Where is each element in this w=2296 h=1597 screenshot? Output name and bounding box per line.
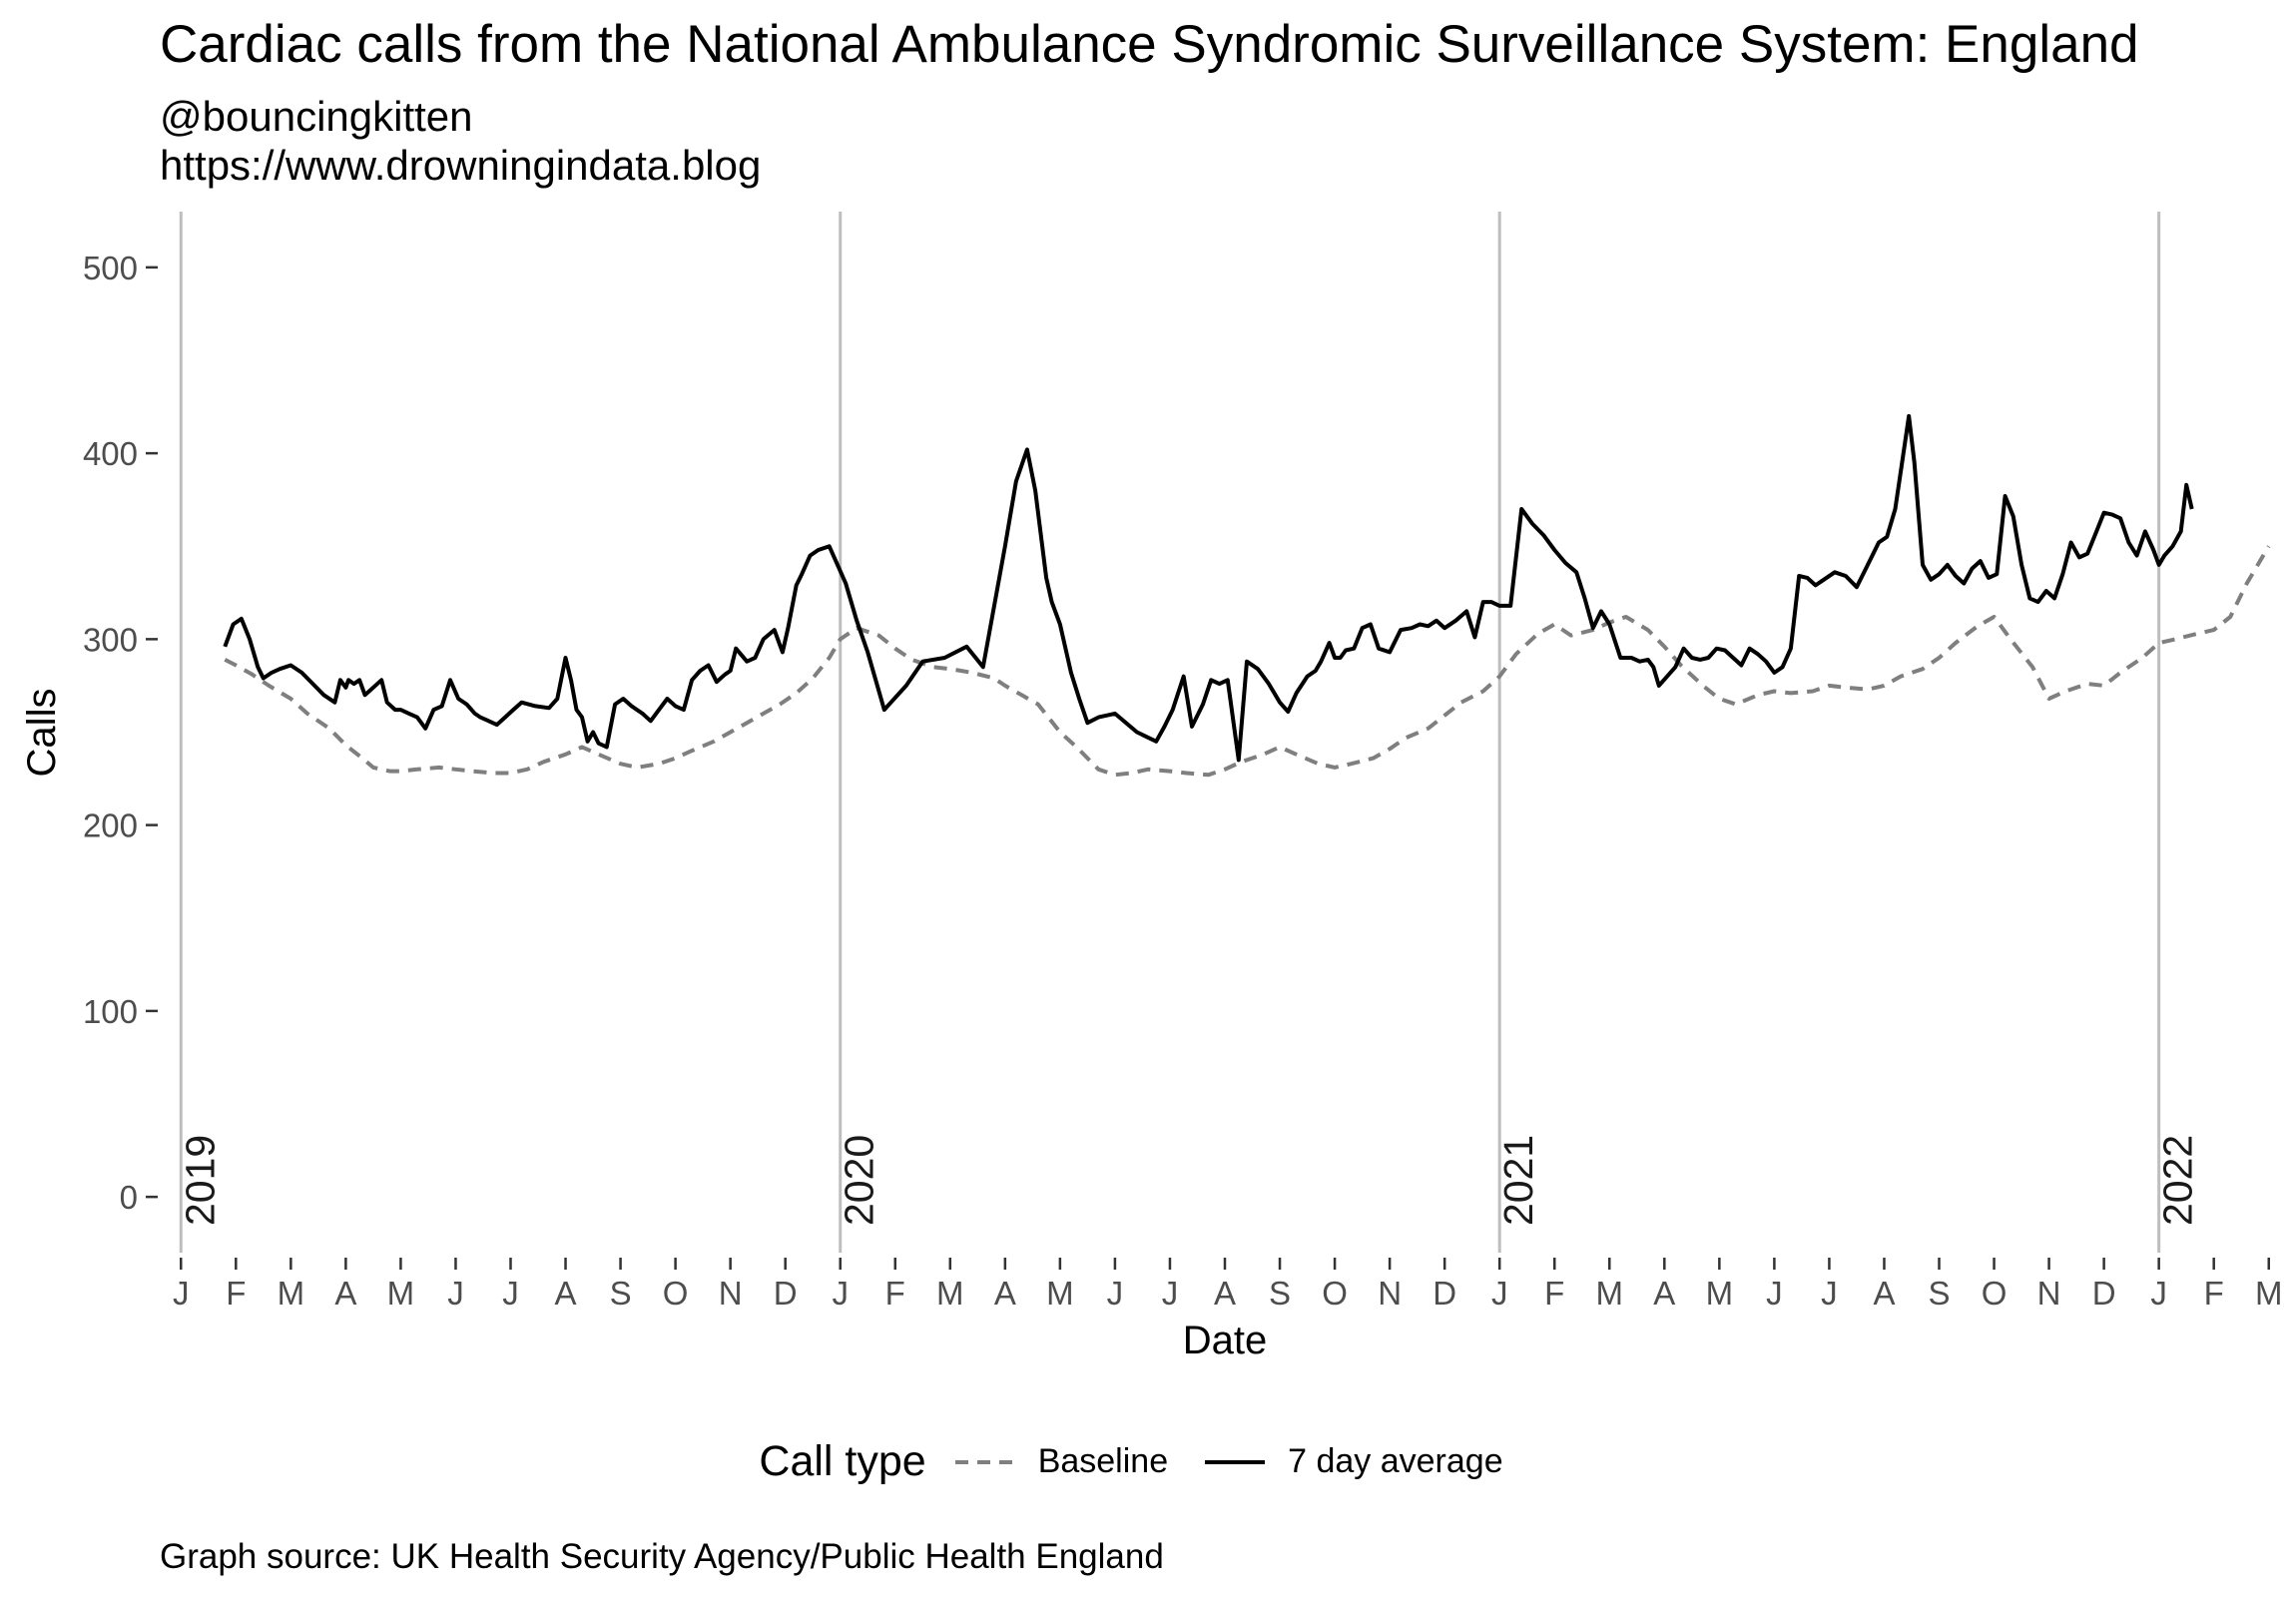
y-tick-label-0: 0	[120, 1179, 138, 1216]
caption: Graph source: UK Health Security Agency/…	[160, 1537, 1164, 1576]
y-tick-label-400: 400	[83, 435, 138, 472]
x-tick-label-20: S	[1269, 1275, 1291, 1312]
x-tick-label-9: O	[663, 1275, 689, 1312]
x-tick-label-2: M	[278, 1275, 305, 1312]
year-label-2020: 2020	[837, 1135, 882, 1226]
x-tick-label-3: A	[334, 1275, 356, 1312]
x-tick-label-15: A	[994, 1275, 1016, 1312]
x-tick-label-31: A	[1873, 1275, 1895, 1312]
x-tick-label-14: M	[936, 1275, 964, 1312]
x-tick-label-30: J	[1821, 1275, 1838, 1312]
year-label-2022: 2022	[2155, 1135, 2201, 1226]
legend-title: Call type	[759, 1437, 926, 1485]
x-tick-label-6: J	[502, 1275, 519, 1312]
year-label-2021: 2021	[1495, 1135, 1541, 1226]
legend: Call type Baseline 7 day average	[0, 1437, 2296, 1486]
chart-subtitle: @bouncingkitten https://www.drowninginda…	[160, 92, 761, 190]
x-tick-label-33: O	[1982, 1275, 2008, 1312]
x-tick-label-22: N	[1378, 1275, 1402, 1312]
year-label-2019: 2019	[177, 1135, 223, 1226]
x-tick-label-29: J	[1766, 1275, 1783, 1312]
x-tick-label-7: A	[555, 1275, 577, 1312]
subtitle-handle: @bouncingkitten	[160, 93, 473, 140]
x-tick-label-13: F	[885, 1275, 905, 1312]
x-tick-label-38: M	[2255, 1275, 2283, 1312]
legend-item-baseline: Baseline	[952, 1442, 1168, 1481]
x-tick-label-19: A	[1214, 1275, 1236, 1312]
legend-key-dashed	[954, 1459, 1015, 1464]
legend-item-7-day-average: 7 day average	[1202, 1442, 1503, 1481]
x-tick-label-28: M	[1706, 1275, 1734, 1312]
y-tick-label-300: 300	[83, 621, 138, 658]
legend-label-7-day-average: 7 day average	[1288, 1442, 1503, 1480]
x-tick-label-4: M	[387, 1275, 415, 1312]
x-tick-label-26: M	[1596, 1275, 1624, 1312]
x-tick-label-32: S	[1928, 1275, 1950, 1312]
y-tick-label-100: 100	[83, 993, 138, 1030]
y-axis-title: Calls	[20, 689, 64, 778]
x-tick-label-27: A	[1653, 1275, 1675, 1312]
x-tick-label-17: J	[1107, 1275, 1124, 1312]
series-lines	[223, 413, 2271, 778]
x-tick-label-23: D	[1433, 1275, 1456, 1312]
year-lines: 2019 2020 2021 2022	[177, 212, 2201, 1253]
x-tick-label-5: J	[447, 1275, 464, 1312]
y-tick-label-200: 200	[83, 807, 138, 844]
x-tick-label-25: F	[1544, 1275, 1564, 1312]
subtitle-url: https://www.drowningindata.blog	[160, 142, 762, 189]
x-axis-title: Date	[1183, 1319, 1268, 1362]
y-axis: 0 100 200 300 400 500	[83, 250, 158, 1216]
chart-title: Cardiac calls from the National Ambulanc…	[160, 15, 2139, 74]
x-tick-label-21: O	[1322, 1275, 1348, 1312]
x-tick-label-35: D	[2092, 1275, 2116, 1312]
x-tick-label-36: J	[2150, 1275, 2167, 1312]
x-tick-label-1: F	[226, 1275, 246, 1312]
series-line-baseline	[224, 545, 2271, 778]
x-tick-label-12: J	[832, 1275, 849, 1312]
x-tick-label-8: S	[610, 1275, 632, 1312]
x-tick-label-10: N	[719, 1275, 743, 1312]
x-tick-label-18: J	[1162, 1275, 1179, 1312]
x-tick-label-0: J	[173, 1275, 190, 1312]
x-tick-label-34: N	[2037, 1275, 2061, 1312]
x-tick-label-37: F	[2204, 1275, 2224, 1312]
x-tick-label-16: M	[1046, 1275, 1074, 1312]
y-tick-label-500: 500	[83, 250, 138, 286]
legend-key-solid	[1205, 1459, 1266, 1464]
series-line-7-day-average	[223, 413, 2194, 763]
x-tick-label-24: J	[1491, 1275, 1508, 1312]
x-tick-label-11: D	[774, 1275, 798, 1312]
legend-label-baseline: Baseline	[1037, 1442, 1169, 1480]
